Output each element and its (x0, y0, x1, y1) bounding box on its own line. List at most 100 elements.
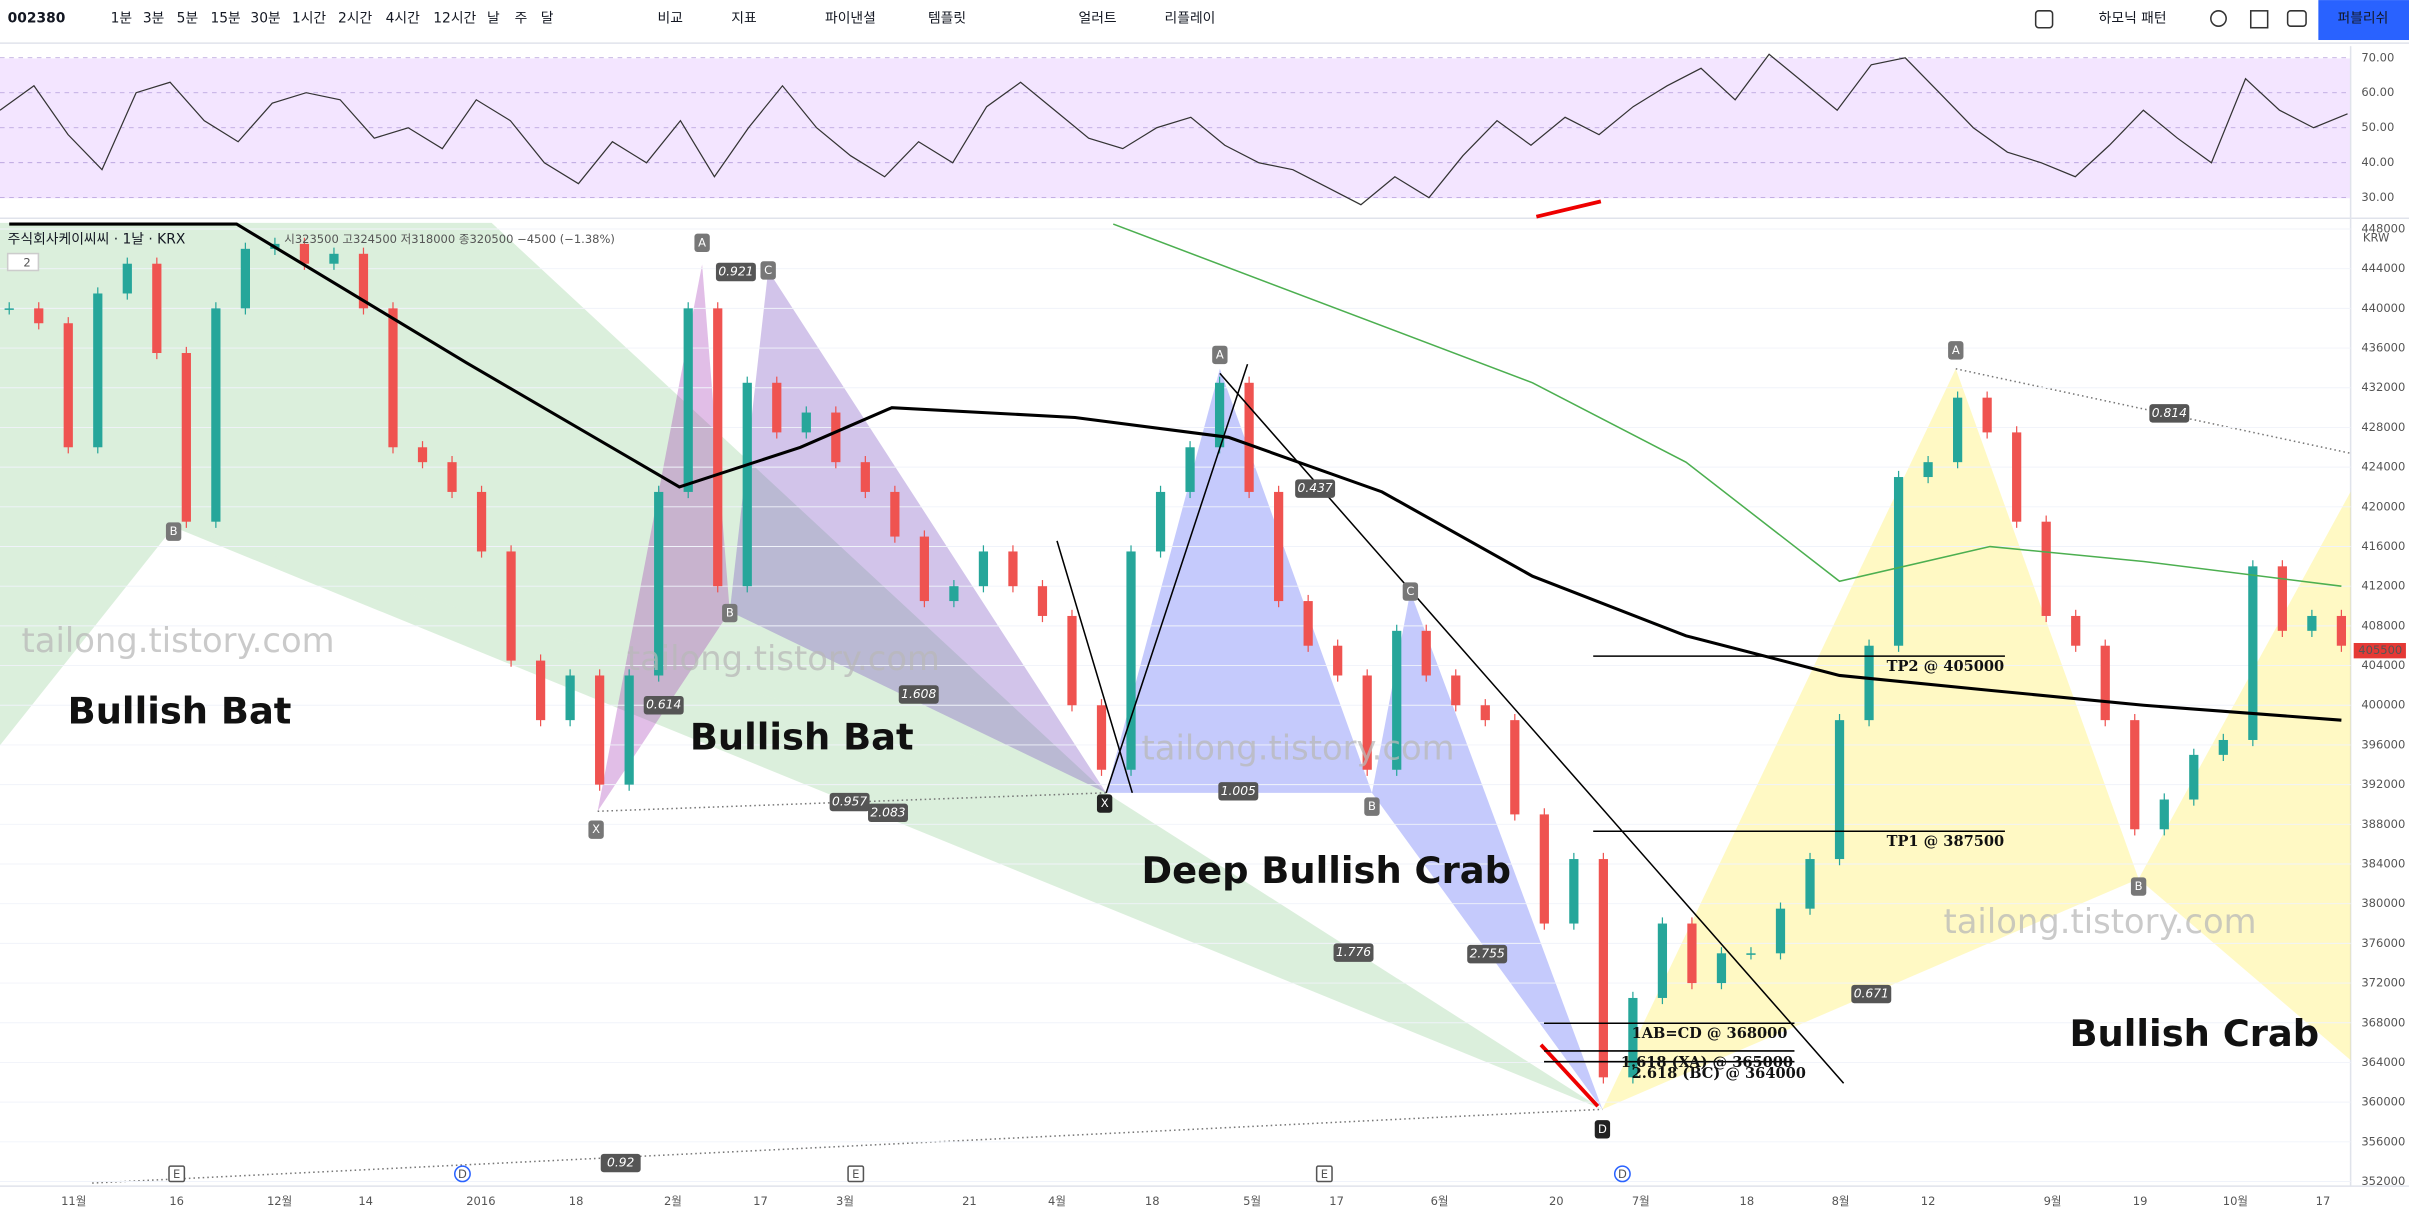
interval-button[interactable]: 2시간 (338, 11, 372, 27)
arrow-line (1539, 1043, 1600, 1108)
interval-button[interactable]: 30분 (250, 11, 280, 27)
price-tick-label: 376000 (2361, 936, 2405, 950)
camera-icon[interactable] (2286, 10, 2307, 27)
dotted-line (1955, 368, 2351, 455)
interval-button[interactable]: 15분 (210, 11, 240, 27)
point-badge (1364, 797, 1380, 816)
badge (6, 252, 40, 272)
toolbar-button[interactable]: 지표 (731, 11, 756, 27)
toolbar-button[interactable]: 파이낸셜 (825, 11, 876, 27)
event-marker[interactable] (847, 1165, 865, 1183)
rsi-tick-label: 60.00 (2361, 85, 2394, 99)
icon[interactable] (2034, 10, 2054, 29)
pattern-title: Bullish Bat (68, 689, 292, 732)
price-tick-label: 380000 (2361, 896, 2405, 910)
price-tick-label: 384000 (2361, 857, 2405, 871)
ratio-label: 2.083 (870, 805, 905, 819)
event-label[interactable]: E (852, 1167, 859, 1181)
candle (978, 551, 989, 587)
event-marker[interactable] (1613, 1165, 1631, 1183)
interval-button[interactable]: 4시간 (386, 11, 420, 27)
watermark: tailong.tistory.com (22, 621, 335, 660)
annotation: TP1 @ 387500 (1887, 833, 2005, 850)
toolbar-button[interactable]: 얼러트 (1079, 11, 1117, 27)
symbol: 002380 (8, 11, 66, 27)
interval-button[interactable]: 주 (515, 11, 528, 27)
candles (0, 222, 2351, 1182)
price-tick-label: 400000 (2361, 698, 2405, 712)
candle (919, 536, 929, 602)
divergence-line (1535, 199, 1602, 219)
ratio-badge (643, 696, 684, 715)
candle (1451, 675, 1461, 706)
date-label: 10월 (2223, 1194, 2248, 1208)
point-badge (588, 820, 604, 839)
settings-icon[interactable] (2210, 10, 2227, 27)
date-label: 2월 (664, 1194, 682, 1208)
candle (2307, 615, 2317, 631)
interval-button[interactable]: 1시간 (292, 11, 326, 27)
interval-button[interactable]: 5분 (177, 11, 199, 27)
date-label: 14 (358, 1194, 373, 1208)
candle (388, 308, 398, 448)
candle (2248, 566, 2258, 740)
event-marker[interactable] (1315, 1165, 1333, 1183)
candle (1834, 720, 1845, 860)
point-label: B (726, 606, 734, 620)
candle (1775, 908, 1786, 954)
pattern-area (729, 270, 1107, 793)
candle (1392, 630, 1402, 770)
candle (2071, 615, 2081, 646)
event-label[interactable]: D (1618, 1167, 1627, 1181)
candle (1185, 447, 1195, 492)
candle (1362, 675, 1372, 770)
point-badge (1594, 1120, 1611, 1139)
event-label[interactable]: D (458, 1167, 467, 1181)
interval-button[interactable]: 1분 (111, 11, 132, 27)
harmonic-button[interactable]: 하모닉 패턴 (2099, 11, 2167, 27)
candle (713, 308, 723, 587)
fullscreen-icon[interactable] (2249, 10, 2269, 29)
candle (2012, 432, 2022, 522)
interval-button[interactable]: 달 (541, 11, 554, 27)
date-label: 6월 (1431, 1194, 1449, 1208)
event-label[interactable]: E (173, 1167, 180, 1181)
ratio-label: 0.921 (718, 265, 753, 279)
date-label: 8월 (1832, 1194, 1850, 1208)
date-label: 17 (753, 1194, 768, 1208)
candle (1893, 477, 1904, 646)
event-marker[interactable] (168, 1165, 186, 1183)
candle (801, 412, 811, 433)
ratio-label: 0.957 (832, 795, 867, 809)
price-tick-label: 396000 (2361, 737, 2405, 751)
date-label: 5월 (1243, 1194, 1261, 1208)
interval-button[interactable]: 12시간 (433, 11, 476, 27)
interval-button[interactable]: 날 (487, 11, 500, 27)
symbol-legend: 주식회사케이씨씨 · 1날 · KRX (8, 232, 186, 248)
point-label: X (1101, 796, 1109, 810)
event-marker[interactable] (453, 1165, 471, 1183)
toolbar-button[interactable]: 비교 (658, 11, 683, 27)
candle (1421, 630, 1431, 676)
toolbar-button[interactable]: 리플레이 (1165, 11, 1216, 27)
publish-label[interactable]: 퍼블리쉬 (2337, 11, 2388, 27)
publish-button[interactable] (2318, 0, 2409, 41)
ratio-badge (1467, 944, 1508, 964)
candle (1864, 645, 1874, 721)
candle (1982, 397, 1992, 433)
ratio-badge (1295, 479, 1336, 498)
price-tick-label: 424000 (2361, 460, 2405, 474)
candle (506, 551, 516, 661)
pattern-area (1371, 591, 1603, 1110)
date-label: 18 (1740, 1194, 1755, 1208)
price-tick-label: 416000 (2361, 539, 2405, 553)
interval-button[interactable]: 3분 (143, 11, 165, 27)
ratio-badge (898, 685, 939, 704)
event-label[interactable]: E (1321, 1167, 1328, 1181)
candle (949, 586, 959, 602)
point-badge (760, 261, 776, 280)
ratio-label: 0.671 (1854, 987, 1889, 1001)
toolbar-button[interactable]: 템플릿 (928, 11, 966, 27)
candle (63, 323, 73, 448)
